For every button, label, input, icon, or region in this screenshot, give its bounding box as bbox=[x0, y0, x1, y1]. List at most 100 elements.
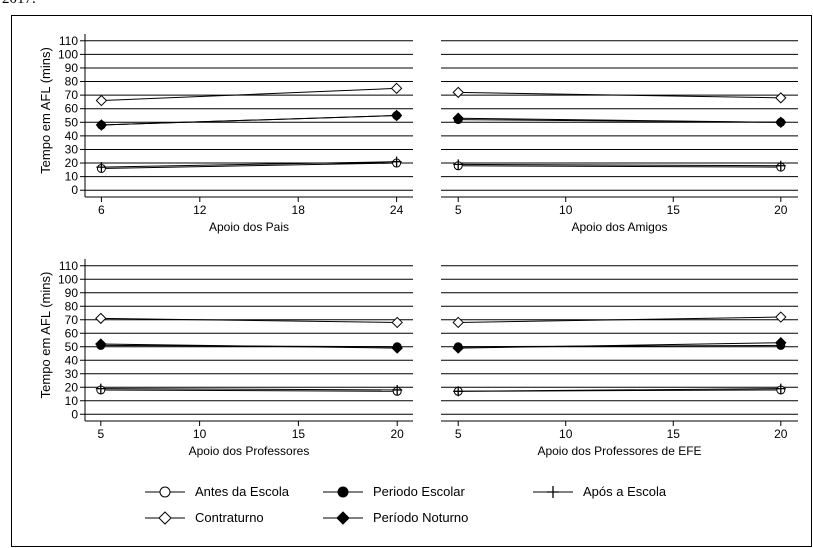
series-line bbox=[458, 316, 781, 323]
data-point bbox=[775, 116, 787, 128]
data-point bbox=[391, 342, 403, 354]
data-point bbox=[391, 316, 403, 329]
data-point bbox=[391, 156, 402, 167]
series-line bbox=[101, 162, 397, 169]
x-tick-label: 5 bbox=[455, 203, 462, 217]
y-tick-label: 40 bbox=[65, 129, 79, 143]
x-tick-label: 15 bbox=[292, 427, 306, 441]
legend-marker bbox=[337, 486, 349, 498]
x-tick-label: 20 bbox=[774, 203, 788, 217]
x-tick-label: 5 bbox=[455, 427, 462, 441]
legend-entry: Após a Escola bbox=[533, 484, 667, 499]
series-contraturno bbox=[95, 312, 403, 329]
series-line bbox=[101, 161, 397, 168]
panel-4: 5 10 15 20 Apoio dos Professores de EFE bbox=[441, 265, 798, 458]
series-apos-a-escola bbox=[95, 383, 403, 395]
outer-frame bbox=[11, 15, 812, 547]
y-tick-label: 90 bbox=[65, 286, 79, 300]
y-tick-label: 20 bbox=[65, 156, 79, 170]
y-tick-label: 50 bbox=[65, 115, 79, 129]
x-tick-label: 24 bbox=[390, 203, 404, 217]
series-line bbox=[100, 388, 398, 391]
x-axis-label: Apoio dos Professores de EFE bbox=[537, 444, 701, 458]
y-tick-label: 70 bbox=[65, 88, 79, 102]
series-periodo-noturno bbox=[452, 112, 787, 128]
series-line bbox=[100, 317, 398, 323]
series-contraturno bbox=[452, 86, 787, 104]
x-tick-label: 15 bbox=[667, 203, 681, 217]
y-tick-label: 10 bbox=[65, 170, 79, 184]
legend: Antes da Escola Periodo Escolar Após a Esc… bbox=[145, 484, 667, 525]
data-point bbox=[452, 112, 464, 124]
series-line bbox=[458, 388, 781, 392]
data-point bbox=[452, 342, 464, 354]
y-tick-label: 40 bbox=[65, 353, 79, 367]
series-line bbox=[458, 342, 781, 349]
y-tick-label: 90 bbox=[65, 61, 79, 75]
x-tick-label: 10 bbox=[559, 427, 573, 441]
data-point bbox=[390, 109, 403, 122]
data-point bbox=[775, 92, 787, 104]
x-tick-label: 5 bbox=[97, 427, 104, 441]
legend-label: Período Noturno bbox=[373, 510, 468, 525]
x-tick-label: 12 bbox=[193, 203, 207, 217]
legend-label: Contraturno bbox=[195, 510, 264, 525]
data-point bbox=[775, 336, 787, 349]
legend-entry: Periodo Escolar bbox=[323, 484, 465, 499]
data-point bbox=[775, 311, 787, 323]
x-tick-label: 10 bbox=[193, 427, 207, 441]
data-point bbox=[96, 162, 107, 173]
series-line bbox=[458, 91, 781, 99]
series-line bbox=[101, 115, 397, 126]
y-axis-label: Tempo em AFL (mins) bbox=[38, 272, 53, 399]
legend-marker bbox=[547, 486, 559, 498]
series-periodo-noturno bbox=[95, 109, 403, 131]
y-tick-label: 80 bbox=[65, 299, 79, 313]
data-point bbox=[392, 384, 403, 395]
series-apos-a-escola bbox=[96, 156, 402, 173]
y-tick-label: 80 bbox=[65, 75, 79, 89]
data-point bbox=[453, 159, 464, 170]
series-contraturno bbox=[95, 82, 403, 107]
y-tick-label: 110 bbox=[59, 259, 78, 273]
y-tick-label: 100 bbox=[58, 47, 78, 61]
y-tick-label: 30 bbox=[65, 142, 79, 156]
series-periodo-escolar bbox=[453, 340, 786, 352]
series-antes-da-escola bbox=[96, 158, 402, 173]
series-apos-a-escola bbox=[453, 159, 786, 171]
y-tick-label: 20 bbox=[65, 380, 79, 394]
legend-entry: Período Noturno bbox=[323, 510, 468, 525]
y-tick-label: 0 bbox=[71, 183, 78, 197]
data-point bbox=[775, 383, 786, 394]
data-point bbox=[95, 119, 108, 131]
series-contraturno bbox=[452, 311, 787, 329]
x-axis-label: Apoio dos Professores bbox=[189, 444, 310, 458]
legend-marker bbox=[159, 486, 171, 498]
legend-entry: Antes da Escola bbox=[145, 484, 290, 499]
series-line bbox=[101, 87, 397, 102]
y-tick-label: 60 bbox=[65, 326, 79, 340]
data-point bbox=[95, 338, 107, 350]
series-line bbox=[100, 343, 398, 349]
x-tick-label: 20 bbox=[774, 427, 788, 441]
x-tick-label: 18 bbox=[292, 203, 306, 217]
series-periodo-noturno bbox=[95, 338, 403, 354]
series-line bbox=[458, 117, 781, 123]
data-point bbox=[95, 94, 108, 107]
legend-label: Antes da Escola bbox=[195, 484, 290, 499]
legend-label: Periodo Escolar bbox=[373, 484, 465, 499]
x-tick-label: 20 bbox=[391, 427, 405, 441]
series-line bbox=[458, 165, 781, 168]
y-tick-label: 60 bbox=[65, 102, 79, 116]
data-point bbox=[775, 160, 786, 171]
y-tick-label: 30 bbox=[65, 367, 79, 381]
x-tick-label: 15 bbox=[667, 427, 681, 441]
legend-marker bbox=[336, 511, 350, 525]
y-tick-label: 110 bbox=[59, 34, 78, 48]
y-tick-label: 100 bbox=[58, 272, 78, 286]
data-point bbox=[95, 383, 106, 394]
top-label: 2017. bbox=[2, 0, 36, 8]
